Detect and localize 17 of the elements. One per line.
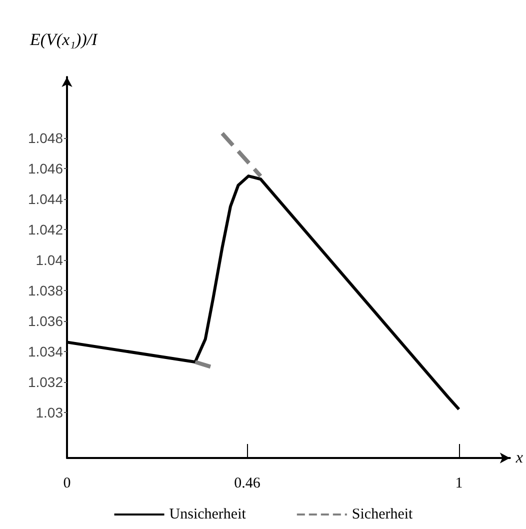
x-axis-title: x bbox=[514, 450, 524, 466]
x-tick-label: 1 bbox=[455, 476, 463, 492]
y-tick-label: 1.048 bbox=[28, 130, 64, 146]
legend-label: Unsicherheit bbox=[169, 506, 247, 522]
y-axis-title: E(V(x₁))/I bbox=[30, 30, 98, 50]
y-tick-label: 1.03 bbox=[36, 404, 64, 420]
y-tick-label: 1.044 bbox=[28, 190, 64, 207]
legend-label: Sicherheit bbox=[352, 506, 414, 522]
y-tick-label: 1.042 bbox=[28, 221, 64, 238]
y-tick-label: 1.036 bbox=[28, 312, 64, 329]
y-tick-label: 1.034 bbox=[28, 343, 64, 360]
y-tick-label: 1.038 bbox=[28, 282, 64, 298]
y-tick-label: 1.04 bbox=[36, 252, 64, 268]
x-tick-label: 0 bbox=[63, 476, 71, 492]
y-tick-label: 1.032 bbox=[28, 374, 64, 390]
y-tick-label: 1.046 bbox=[28, 160, 64, 176]
x-tick-label: 0.46 bbox=[234, 476, 261, 492]
